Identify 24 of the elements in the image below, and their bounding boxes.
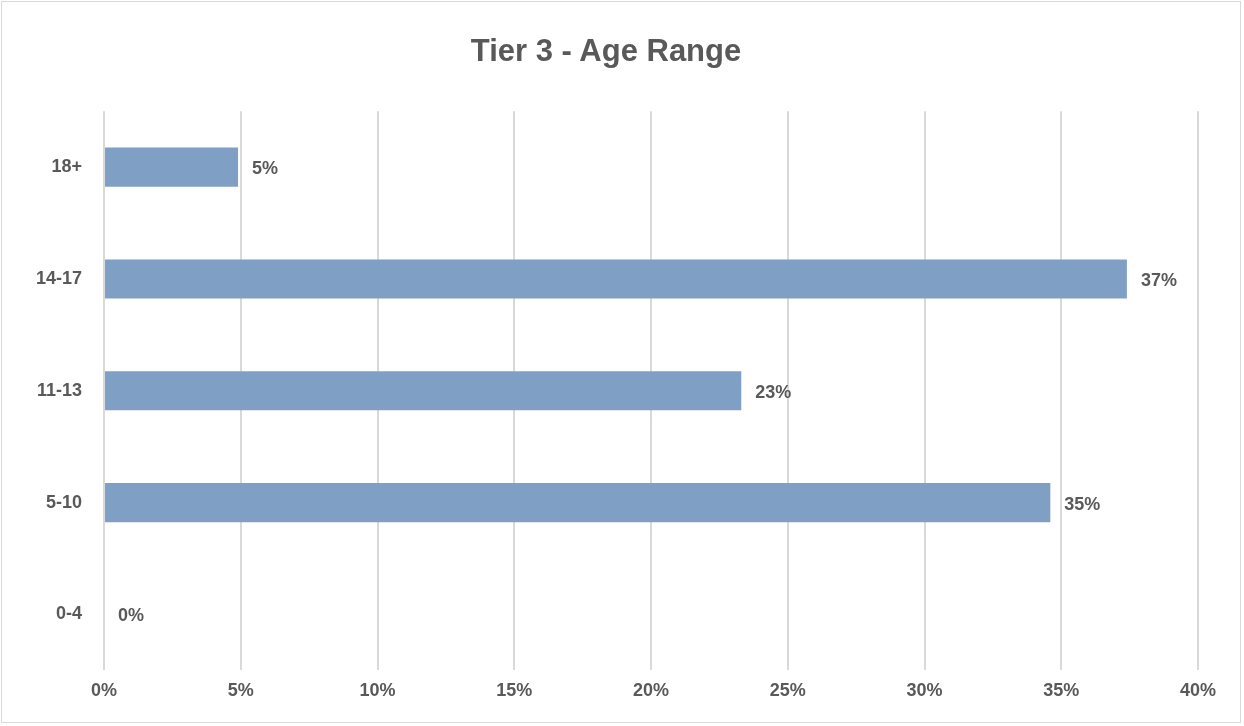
y-tick-label: 5-10 [46,491,83,512]
data-label: 23% [755,381,792,402]
data-label: 5% [252,158,279,179]
y-tick-label: 14-17 [35,267,83,288]
x-tick-label: 0% [91,680,118,701]
bar [105,483,1051,523]
x-tick-label: 35% [1043,680,1080,701]
x-tick-label: 10% [359,680,396,701]
bar [105,371,742,411]
x-tick-label: 5% [227,680,254,701]
data-label: 37% [1140,269,1177,290]
y-tick-label: 11-13 [36,379,83,400]
x-tick-label: 25% [769,680,806,701]
bar [105,147,239,187]
y-tick-label: 18+ [51,156,83,177]
x-tick-label: 20% [633,680,670,701]
x-tick-label: 40% [1179,680,1217,701]
y-tick-label: 0-4 [56,603,83,624]
chart-title: Tier 3 - Age Range [470,33,742,69]
data-label: 35% [1064,493,1101,514]
bar [105,259,1127,299]
x-tick-label: 30% [906,680,943,701]
x-tick-label: 15% [496,680,533,701]
data-label: 0% [118,605,145,626]
